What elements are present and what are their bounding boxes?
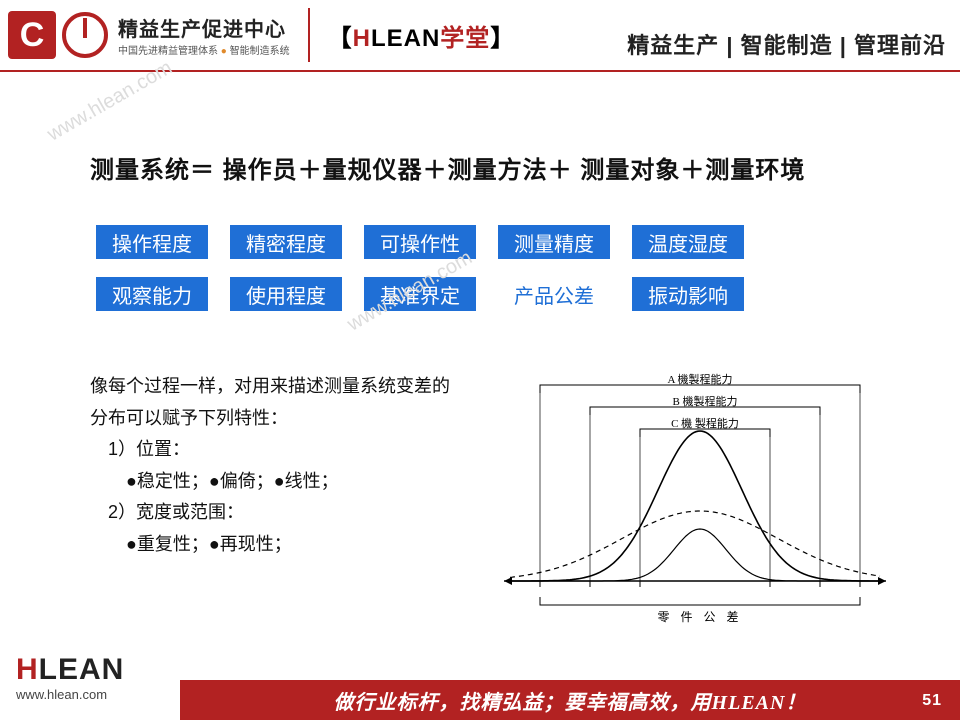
header-tagline: 精益生产 | 智能制造 | 管理前沿 (627, 28, 946, 60)
tag-item: 观察能力 (96, 277, 208, 311)
svg-text:C 機 製程能力: C 機 製程能力 (671, 416, 739, 430)
tag-item: 使用程度 (230, 277, 342, 311)
svg-text:A 機製程能力: A 機製程能力 (667, 372, 732, 386)
tag-item: 振动影响 (632, 277, 744, 311)
bracket-r: 】 (490, 25, 515, 52)
footer-hlean: HLEAN (16, 653, 124, 687)
vertical-divider (308, 8, 310, 62)
logo-title: 精益生产促进中心 (118, 13, 290, 42)
school-lean: LEAN (371, 25, 440, 52)
tag-item: 温度湿度 (632, 225, 744, 259)
formula-text: 测量系统＝ 操作员＋量规仪器＋测量方法＋ 测量对象＋测量环境 (90, 150, 900, 185)
tag-item: 产品公差 (498, 277, 610, 311)
tag-row-1: 操作程度精密程度可操作性测量精度温度湿度 (96, 225, 900, 259)
logo-c-icon: C (8, 11, 56, 59)
desc-p1i: ●稳定性；●偏倚；●线性； (90, 466, 450, 498)
bracket-l: 【 (328, 25, 353, 52)
footer-url: www.hlean.com (16, 687, 124, 702)
footer-logo: HLEAN www.hlean.com (16, 653, 124, 702)
tag-item: 精密程度 (230, 225, 342, 259)
footer-slogan: 做行业标杆，找精弘益；要幸福高效，用HLEAN！ (334, 686, 807, 715)
diagram-svg: A 機製程能力 B 機製程能力 C 機 製程能力零 件 公 差 (480, 371, 900, 631)
desc-p2i: ●重复性；●再现性； (90, 529, 450, 561)
logo-sub-b: 智能制造系统 (230, 46, 290, 57)
tag-item: 可操作性 (364, 225, 476, 259)
content: www.hlean.com www.hlean.com 测量系统＝ 操作员＋量规… (0, 80, 960, 660)
desc-intro: 像每个过程一样，对用来描述测量系统变差的分布可以赋予下列特性： (90, 371, 450, 434)
tag-row-2: 观察能力使用程度基准界定产品公差振动影响 (96, 277, 900, 311)
tag-grid: 操作程度精密程度可操作性测量精度温度湿度 观察能力使用程度基准界定产品公差振动影… (96, 225, 900, 311)
tag-item: 基准界定 (364, 277, 476, 311)
school-xue: 学堂 (440, 25, 490, 52)
footer-rest: LEAN (39, 653, 125, 686)
tag-item: 测量精度 (498, 225, 610, 259)
school-h: H (353, 25, 371, 52)
desc-p1: 1）位置： (90, 434, 450, 466)
header: C 精益生产促进中心 中国先进精益管理体系 ● 智能制造系统 【HLEAN学堂】… (0, 0, 960, 72)
footer-bar: 做行业标杆，找精弘益；要幸福高效，用HLEAN！ 51 (180, 680, 960, 720)
bell-curve-diagram: A 機製程能力 B 機製程能力 C 機 製程能力零 件 公 差 (480, 371, 900, 631)
logo-text: 精益生产促进中心 中国先进精益管理体系 ● 智能制造系统 (118, 13, 290, 57)
lower-section: 像每个过程一样，对用来描述测量系统变差的分布可以赋予下列特性： 1）位置： ●稳… (90, 371, 900, 631)
tag-item: 操作程度 (96, 225, 208, 259)
page-number: 51 (922, 692, 942, 710)
svg-text:零 件 公 差: 零 件 公 差 (657, 610, 742, 624)
logo-subtitle: 中国先进精益管理体系 ● 智能制造系统 (118, 42, 290, 57)
logo-sub-a: 中国先进精益管理体系 (118, 46, 218, 57)
logo-block: C 精益生产促进中心 中国先进精益管理体系 ● 智能制造系统 (0, 11, 290, 59)
desc-p2: 2）宽度或范围： (90, 497, 450, 529)
footer-h: H (16, 653, 39, 686)
footer: HLEAN www.hlean.com 做行业标杆，找精弘益；要幸福高效，用HL… (0, 660, 960, 720)
school-brand: 【HLEAN学堂】 (328, 18, 516, 53)
description-text: 像每个过程一样，对用来描述测量系统变差的分布可以赋予下列特性： 1）位置： ●稳… (90, 371, 450, 631)
svg-text:B 機製程能力: B 機製程能力 (672, 394, 737, 408)
dot-icon: ● (221, 46, 227, 57)
logo-circle-icon (62, 12, 108, 58)
